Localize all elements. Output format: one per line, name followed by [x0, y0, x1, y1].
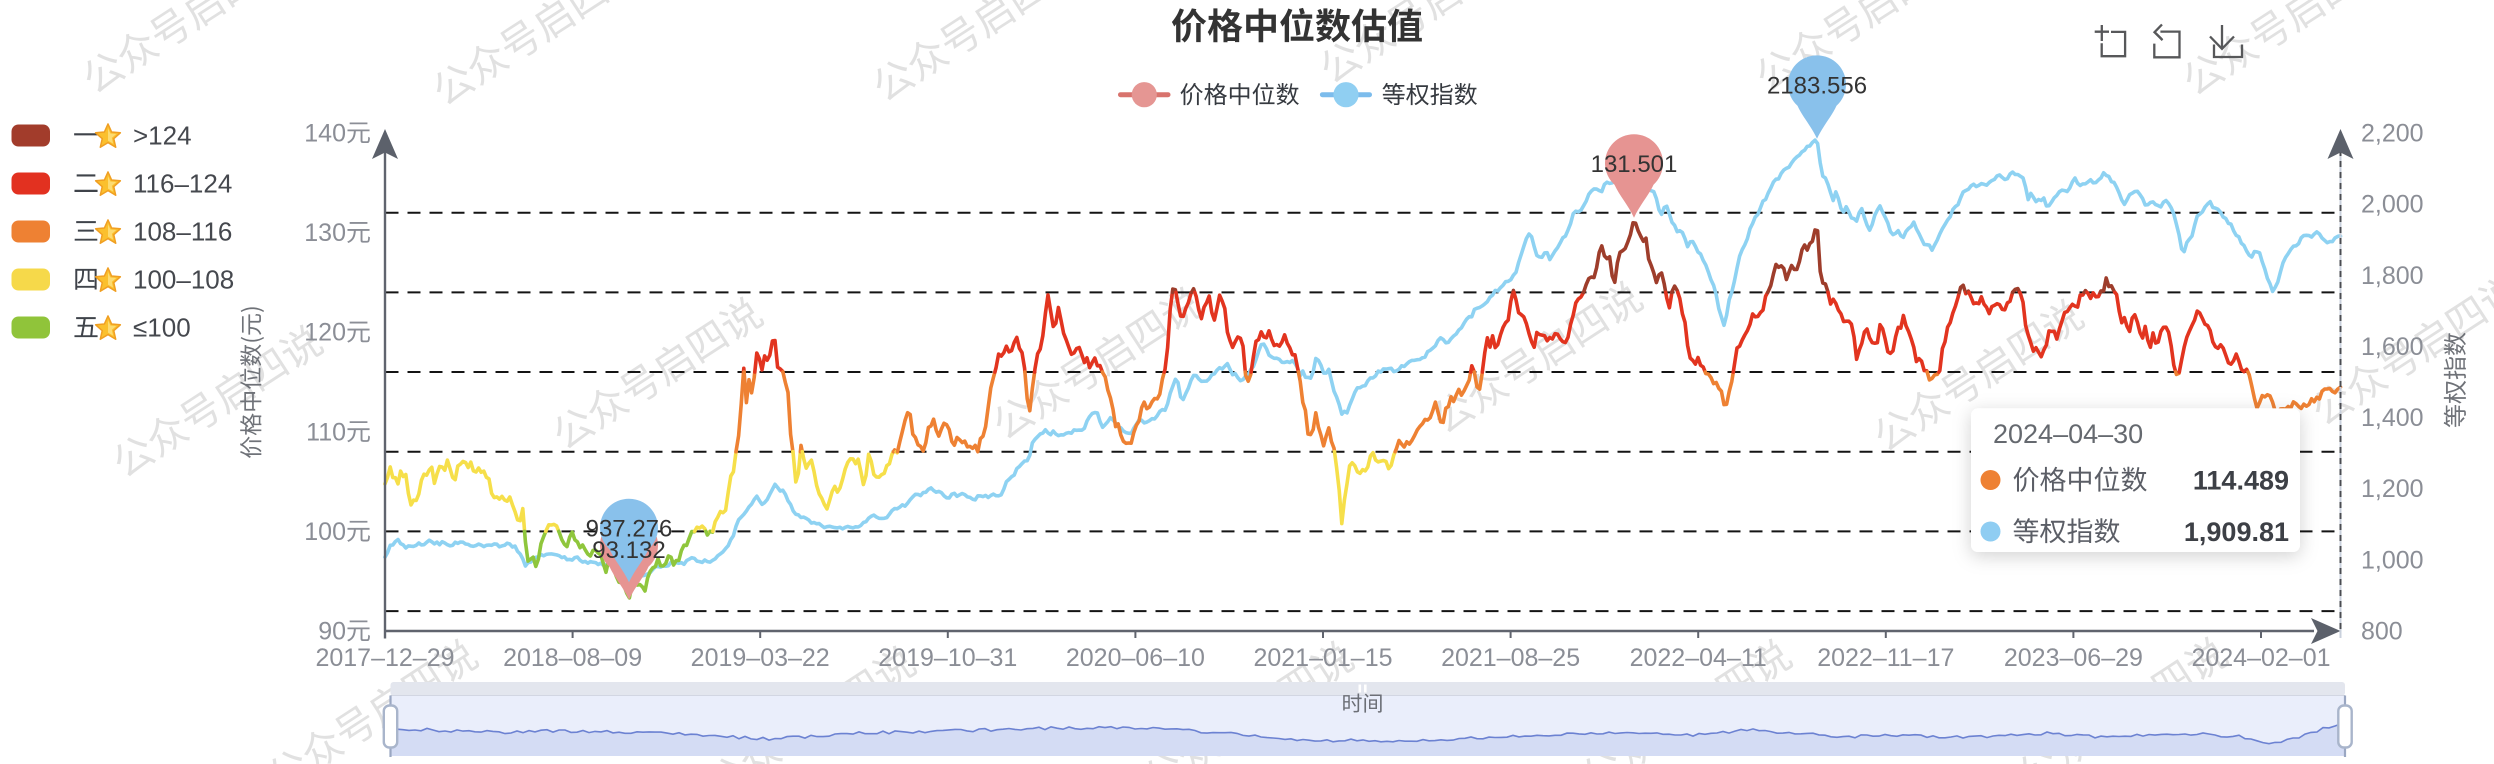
svg-text:1,600: 1,600 [2361, 333, 2424, 361]
svg-text:130: 130 [304, 219, 346, 247]
svg-text:131.501: 131.501 [1591, 151, 1678, 178]
svg-text:2019–03–22: 2019–03–22 [691, 644, 830, 672]
svg-text:2018–08–09: 2018–08–09 [503, 644, 642, 672]
svg-text:93.132: 93.132 [592, 537, 665, 564]
svg-text:937.276: 937.276 [586, 516, 673, 543]
svg-text:108–116: 108–116 [133, 217, 232, 247]
svg-text:100–108: 100–108 [133, 265, 234, 295]
svg-text:100: 100 [304, 518, 346, 546]
svg-text:800: 800 [2361, 618, 2403, 646]
svg-text:2024–04–30: 2024–04–30 [1993, 419, 2143, 449]
svg-text:2021–01–15: 2021–01–15 [1253, 644, 1392, 672]
svg-text:2019–10–31: 2019–10–31 [878, 644, 1017, 672]
svg-text:1,909.81: 1,909.81 [2184, 517, 2289, 547]
svg-text:90: 90 [318, 618, 346, 646]
svg-text:110: 110 [306, 418, 346, 446]
svg-text:116–124: 116–124 [133, 169, 232, 199]
svg-text:2,200: 2,200 [2361, 120, 2424, 148]
svg-text:2024–02–01: 2024–02–01 [2191, 644, 2330, 672]
svg-text:2021–08–25: 2021–08–25 [1441, 644, 1580, 672]
svg-text:2020–06–10: 2020–06–10 [1066, 644, 1205, 672]
svg-text:2023–06–29: 2023–06–29 [2004, 644, 2143, 672]
svg-text:1,000: 1,000 [2361, 546, 2424, 574]
svg-text:1,200: 1,200 [2361, 475, 2424, 503]
svg-text:1,800: 1,800 [2361, 262, 2424, 290]
svg-text:1,400: 1,400 [2361, 404, 2424, 432]
svg-text:2017–12–29: 2017–12–29 [315, 644, 454, 672]
svg-text:≤100: ≤100 [133, 313, 191, 343]
svg-text:>124: >124 [133, 121, 192, 151]
svg-text:120: 120 [304, 319, 346, 347]
svg-text:2022–04–11: 2022–04–11 [1630, 644, 1767, 672]
svg-text:140: 140 [304, 120, 346, 148]
svg-text:2,000: 2,000 [2361, 191, 2424, 219]
svg-text:2183.556: 2183.556 [1767, 73, 1867, 100]
svg-text:2022–11–17: 2022–11–17 [1817, 644, 1954, 672]
svg-text:114.489: 114.489 [2193, 466, 2289, 496]
